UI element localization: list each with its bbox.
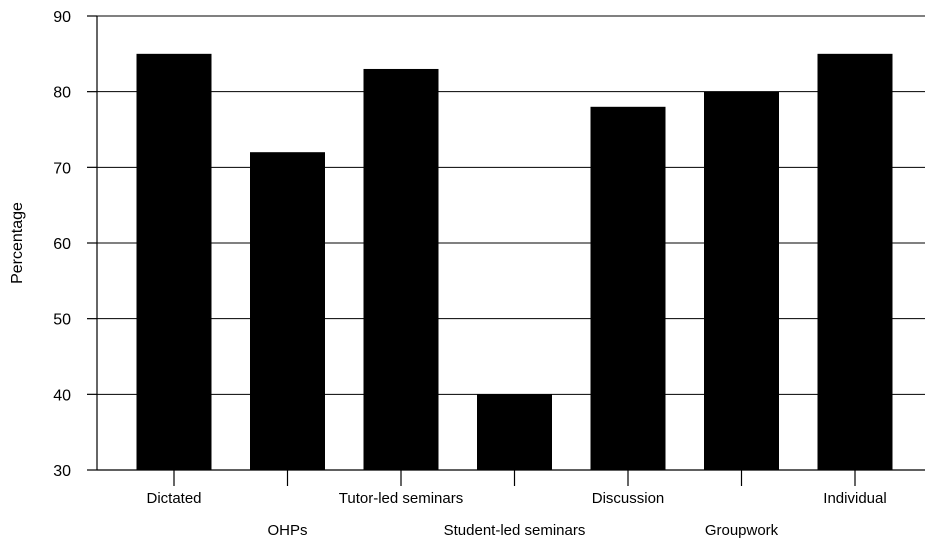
category-label: OHPs bbox=[267, 522, 307, 539]
x-tick-marks bbox=[173, 470, 856, 486]
bar bbox=[704, 91, 779, 471]
y-axis-title: Percentage bbox=[9, 202, 26, 284]
y-tick-label: 60 bbox=[53, 236, 71, 253]
bar bbox=[250, 152, 325, 470]
y-tick-label: 30 bbox=[53, 463, 71, 480]
category-label: Student-led seminars bbox=[444, 522, 586, 539]
grid-layer bbox=[97, 15, 925, 395]
bar bbox=[817, 53, 893, 470]
y-tick-label: 80 bbox=[53, 85, 71, 102]
y-tick-label: 70 bbox=[53, 160, 71, 177]
bar bbox=[590, 106, 666, 471]
y-tick-label: 90 bbox=[53, 9, 71, 26]
category-label: Groupwork bbox=[705, 522, 779, 539]
category-label: Tutor-led seminars bbox=[339, 490, 463, 507]
y-tick-label: 50 bbox=[53, 312, 71, 329]
bars-layer bbox=[136, 53, 893, 471]
bar bbox=[363, 68, 439, 470]
category-label: Individual bbox=[823, 490, 886, 507]
category-label: Discussion bbox=[592, 490, 665, 507]
category-label: Dictated bbox=[146, 490, 201, 507]
category-labels: Dictated OHPs Tutor-led seminars Student-le… bbox=[146, 490, 886, 539]
bar bbox=[136, 53, 212, 470]
y-tick-labels: 30 40 50 60 70 80 90 bbox=[53, 9, 97, 480]
bar bbox=[477, 394, 552, 470]
y-tick-label: 40 bbox=[53, 387, 71, 404]
